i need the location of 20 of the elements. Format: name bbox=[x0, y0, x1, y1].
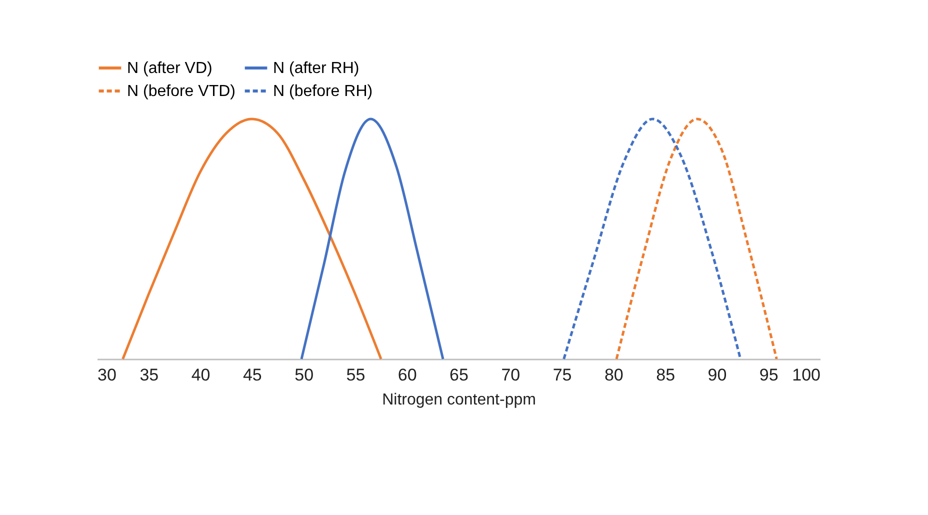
x-tick-label: 35 bbox=[140, 366, 159, 384]
x-tick-label: 55 bbox=[346, 366, 366, 384]
x-tick-label: 90 bbox=[708, 366, 727, 384]
x-tick-label: 65 bbox=[450, 366, 468, 384]
x-tick-label: 30 bbox=[98, 366, 116, 384]
x-tick-label: 40 bbox=[191, 366, 210, 384]
x-axis-title: Nitrogen content-ppm bbox=[382, 392, 536, 408]
x-tick-label: 50 bbox=[294, 366, 314, 384]
x-tick-label: 60 bbox=[398, 366, 417, 384]
x-tick-label: 85 bbox=[656, 366, 676, 384]
x-tick-label: 95 bbox=[759, 366, 778, 384]
x-tick-label: 75 bbox=[552, 366, 572, 384]
x-tick-label: 70 bbox=[501, 366, 520, 384]
legend-label: N (after RH) bbox=[273, 60, 360, 77]
x-tick-label: 100 bbox=[792, 366, 820, 384]
x-tick-label: 80 bbox=[604, 366, 624, 384]
legend-label: N (before RH) bbox=[273, 83, 373, 100]
legend-label: N (before VTD) bbox=[127, 83, 236, 100]
legend-label: N (after VD) bbox=[127, 60, 212, 77]
x-tick-label: 45 bbox=[242, 366, 262, 384]
